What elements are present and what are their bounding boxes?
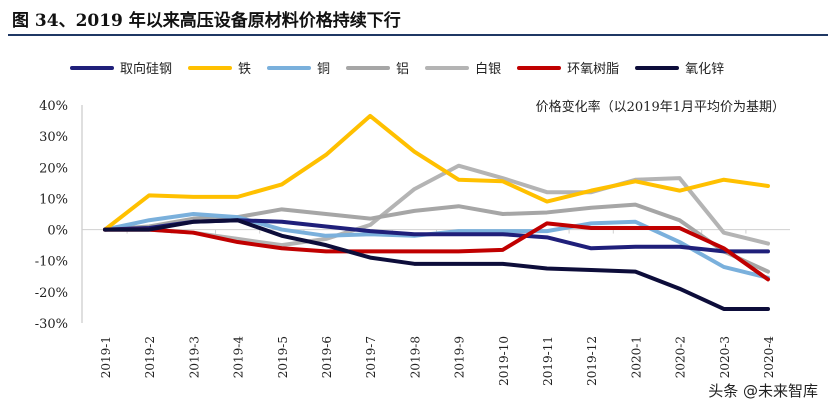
x-tick-label: 2019-7 <box>364 336 378 378</box>
y-tick-label: -20% <box>35 286 68 301</box>
legend-item: 铜 <box>267 58 330 77</box>
legend-swatch <box>188 65 233 70</box>
legend-item: 环氧树脂 <box>517 58 619 77</box>
x-tick-label: 2019-10 <box>497 336 511 386</box>
x-tick-label: 2019-3 <box>187 336 201 378</box>
x-tick-label: 2019-2 <box>143 336 157 378</box>
y-tick-label: 10% <box>39 192 68 207</box>
y-tick-label: -10% <box>35 255 68 270</box>
legend-swatch <box>346 65 391 70</box>
legend-label: 铝 <box>396 62 410 77</box>
y-tick-label: -30% <box>35 317 68 332</box>
y-tick-label: 30% <box>39 130 68 145</box>
title-underline <box>8 34 828 36</box>
legend-item: 白银 <box>425 58 501 77</box>
legend-swatch <box>425 65 470 70</box>
series-line-3 <box>103 202 770 274</box>
legend-swatch <box>635 65 680 70</box>
watermark: 头条 @未来智库 <box>708 382 818 400</box>
series-line-5 <box>103 221 770 282</box>
x-tick-label: 2019-9 <box>453 336 467 378</box>
series-line-1 <box>103 113 770 232</box>
x-tick-label: 2019-5 <box>276 336 290 378</box>
legend-swatch <box>517 65 562 70</box>
legend-item: 铁 <box>188 58 251 77</box>
x-tick-label: 2019-11 <box>541 336 555 386</box>
x-tick-label: 2019-6 <box>320 336 334 378</box>
legend-label: 氧化锌 <box>685 62 725 77</box>
legend-label: 铁 <box>238 62 252 77</box>
y-tick-label: 40% <box>39 99 68 114</box>
y-tick-label: 20% <box>39 161 68 176</box>
y-tick-label: 0% <box>47 224 68 239</box>
x-tick-label: 2020-4 <box>762 336 776 379</box>
legend-label: 铜 <box>317 62 331 77</box>
legend-item: 铝 <box>346 58 409 77</box>
x-tick-label: 2020-2 <box>674 336 688 378</box>
legend-item: 取向硅钢 <box>70 58 172 77</box>
legend-item: 氧化锌 <box>635 58 724 77</box>
x-tick-label: 2020-3 <box>718 336 732 378</box>
x-tick-label: 2019-4 <box>232 336 246 379</box>
legend-swatch <box>70 65 114 70</box>
legend-label: 取向硅钢 <box>120 62 173 77</box>
x-tick-label: 2020-1 <box>629 336 643 378</box>
x-tick-label: 2019-1 <box>99 336 113 378</box>
x-tick-label: 2019-12 <box>585 336 599 386</box>
legend: 取向硅钢 铁 铜 铝 白银 环氧树脂 氧化锌 <box>70 58 724 77</box>
chart-annotation: 价格变化率（以2019年1月平均价为基期） <box>536 99 785 115</box>
legend-swatch <box>267 65 312 70</box>
series-line-6 <box>103 218 770 311</box>
figure-title: 图 34、2019 年以来高压设备原材料价格持续下行 <box>12 11 401 31</box>
x-tick-label: 2019-8 <box>408 336 422 378</box>
legend-label: 环氧树脂 <box>567 62 620 77</box>
legend-label: 白银 <box>475 62 502 77</box>
